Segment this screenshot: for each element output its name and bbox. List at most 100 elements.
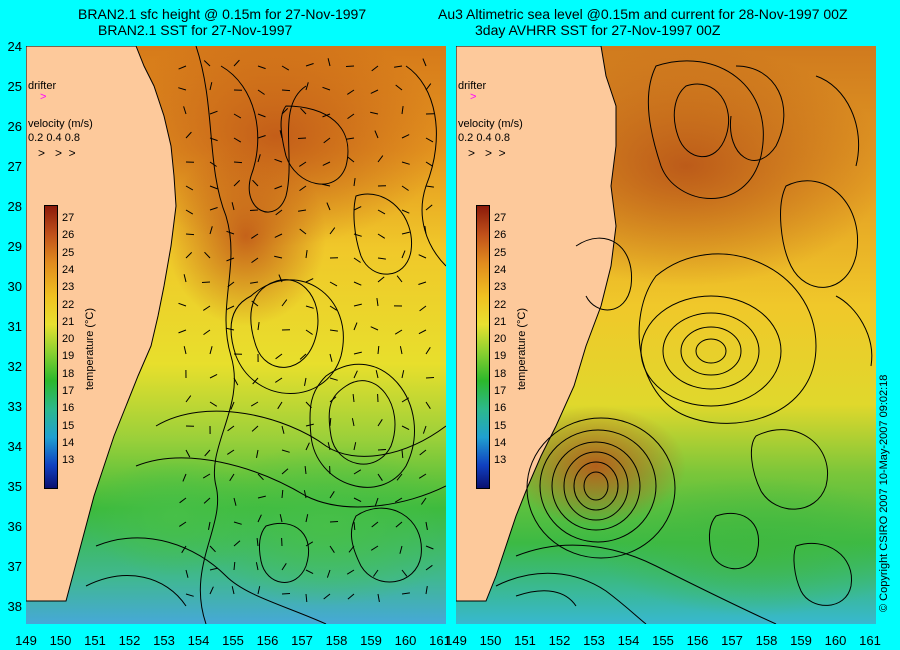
velocity-arrow — [209, 110, 218, 115]
velocity-arrows-sample-right: > > > — [468, 146, 506, 160]
colorbar-tick-label: 22 — [62, 298, 75, 311]
longitude-tick-label: 155 — [652, 633, 674, 648]
colorbar-tick-label: 13 — [494, 454, 507, 467]
velocity-arrow — [185, 449, 191, 458]
velocity-arrow — [281, 593, 291, 595]
velocity-arrow — [377, 155, 384, 163]
drifter-marker-left: > — [40, 91, 47, 103]
velocity-arrow — [418, 473, 427, 479]
longitude-tick-label: 158 — [325, 633, 348, 648]
velocity-arrow — [178, 65, 187, 70]
velocity-arrow — [183, 106, 187, 115]
velocity-arrow — [183, 274, 187, 283]
longitude-tick-label: 150 — [479, 633, 502, 648]
velocity-arrow — [203, 329, 211, 336]
velocity-arrow — [305, 82, 309, 91]
velocity-arrow — [179, 521, 187, 527]
velocity-arrow — [329, 227, 336, 235]
velocity-arrow — [251, 233, 259, 239]
velocity-arrow — [209, 137, 218, 142]
velocity-arrow — [346, 569, 355, 575]
velocity-arrow — [297, 137, 307, 139]
velocity-arrow — [203, 305, 211, 311]
velocity-arrow — [353, 257, 361, 263]
velocity-arrow — [279, 130, 283, 139]
velocity-arrow — [370, 89, 379, 94]
velocity-arrow — [281, 563, 287, 571]
velocity-arrow — [305, 278, 314, 283]
colorbar-title-left: temperature (°C) — [84, 307, 96, 390]
velocity-arrow — [401, 425, 410, 431]
velocity-arrow — [281, 89, 291, 92]
velocity-arrow — [394, 65, 403, 68]
longitude-tick-label: 152 — [118, 633, 141, 648]
velocity-arrow — [209, 373, 218, 379]
velocity-arrow — [231, 202, 235, 211]
right-title-line1: Au3 Altimetric sea level @0.15m and curr… — [438, 6, 848, 22]
velocity-arrow — [178, 87, 187, 91]
velocity-arrow — [425, 185, 434, 188]
velocity-arrow — [396, 473, 403, 481]
longitude-tick-label: 157 — [291, 633, 313, 648]
velocity-arrow — [401, 397, 410, 403]
velocity-arrow — [345, 65, 355, 67]
velocity-arrow — [377, 233, 386, 239]
velocity-arrow — [281, 425, 285, 434]
velocity-arrow — [305, 442, 310, 451]
velocity-arrow — [233, 59, 240, 67]
velocity-arrow — [209, 185, 218, 190]
velocity-arrow — [203, 60, 211, 67]
velocity-arrow — [370, 111, 379, 115]
velocity-arrow — [250, 281, 259, 284]
velocity-arrow — [425, 521, 428, 530]
colorbar-tick-label: 14 — [494, 436, 507, 449]
longitude-tick-label: 151 — [514, 633, 536, 648]
velocity-arrow — [377, 276, 385, 283]
velocity-arrow — [305, 250, 308, 259]
velocity-arrow — [353, 281, 362, 286]
velocity-arrow — [304, 466, 307, 475]
velocity-arrow — [255, 562, 259, 571]
velocity-arrow — [233, 180, 241, 187]
velocity-arrow — [425, 545, 434, 550]
velocity-arrow — [185, 395, 192, 403]
longitude-tick-label: 158 — [755, 633, 778, 648]
copyright-text: © Copyright CSIRO 2007 10-May-2007 09:02… — [878, 374, 890, 612]
velocity-arrow — [425, 204, 433, 211]
velocity-arrow — [178, 329, 187, 334]
velocity-arrow — [377, 345, 380, 355]
latitude-tick-label: 27 — [7, 159, 22, 174]
velocity-arrow — [181, 545, 187, 554]
velocity-arrow — [353, 497, 362, 503]
velocity-arrow — [233, 113, 242, 119]
velocity-arrow — [249, 209, 259, 211]
velocity-arrow — [419, 449, 427, 456]
velocity-arrow — [322, 183, 331, 187]
velocity-arrow — [425, 586, 428, 595]
velocity-arrow — [233, 137, 242, 143]
left-title-line2: BRAN2.1 SST for 27-Nov-1997 — [98, 22, 293, 38]
velocity-arrow — [233, 377, 239, 386]
velocity-arrow — [226, 327, 235, 331]
velocity-arrow — [226, 230, 235, 235]
latitude-tick-label: 25 — [7, 79, 22, 94]
velocity-arrow — [395, 521, 403, 528]
colorbar-tick-label: 21 — [62, 315, 75, 328]
velocity-arrow — [394, 497, 403, 503]
velocity-arrow — [374, 497, 379, 506]
velocity-arrow — [353, 322, 358, 331]
latitude-tick-label: 32 — [7, 359, 22, 374]
latitude-tick-label: 33 — [7, 399, 22, 414]
velocity-arrow — [275, 377, 283, 383]
colorbar-tick-label: 18 — [494, 367, 507, 380]
velocity-arrow — [281, 108, 289, 115]
velocity-arrow — [374, 130, 379, 139]
velocity-arrow — [425, 347, 431, 355]
velocity-arrow — [422, 58, 427, 67]
velocity-arrow — [178, 302, 187, 307]
longitude-tick-label: 156 — [686, 633, 709, 648]
velocity-arrow — [250, 401, 259, 407]
longitude-tick-label: 153 — [153, 633, 175, 648]
latitude-tick-label: 37 — [7, 559, 22, 574]
velocity-arrow — [377, 257, 386, 260]
